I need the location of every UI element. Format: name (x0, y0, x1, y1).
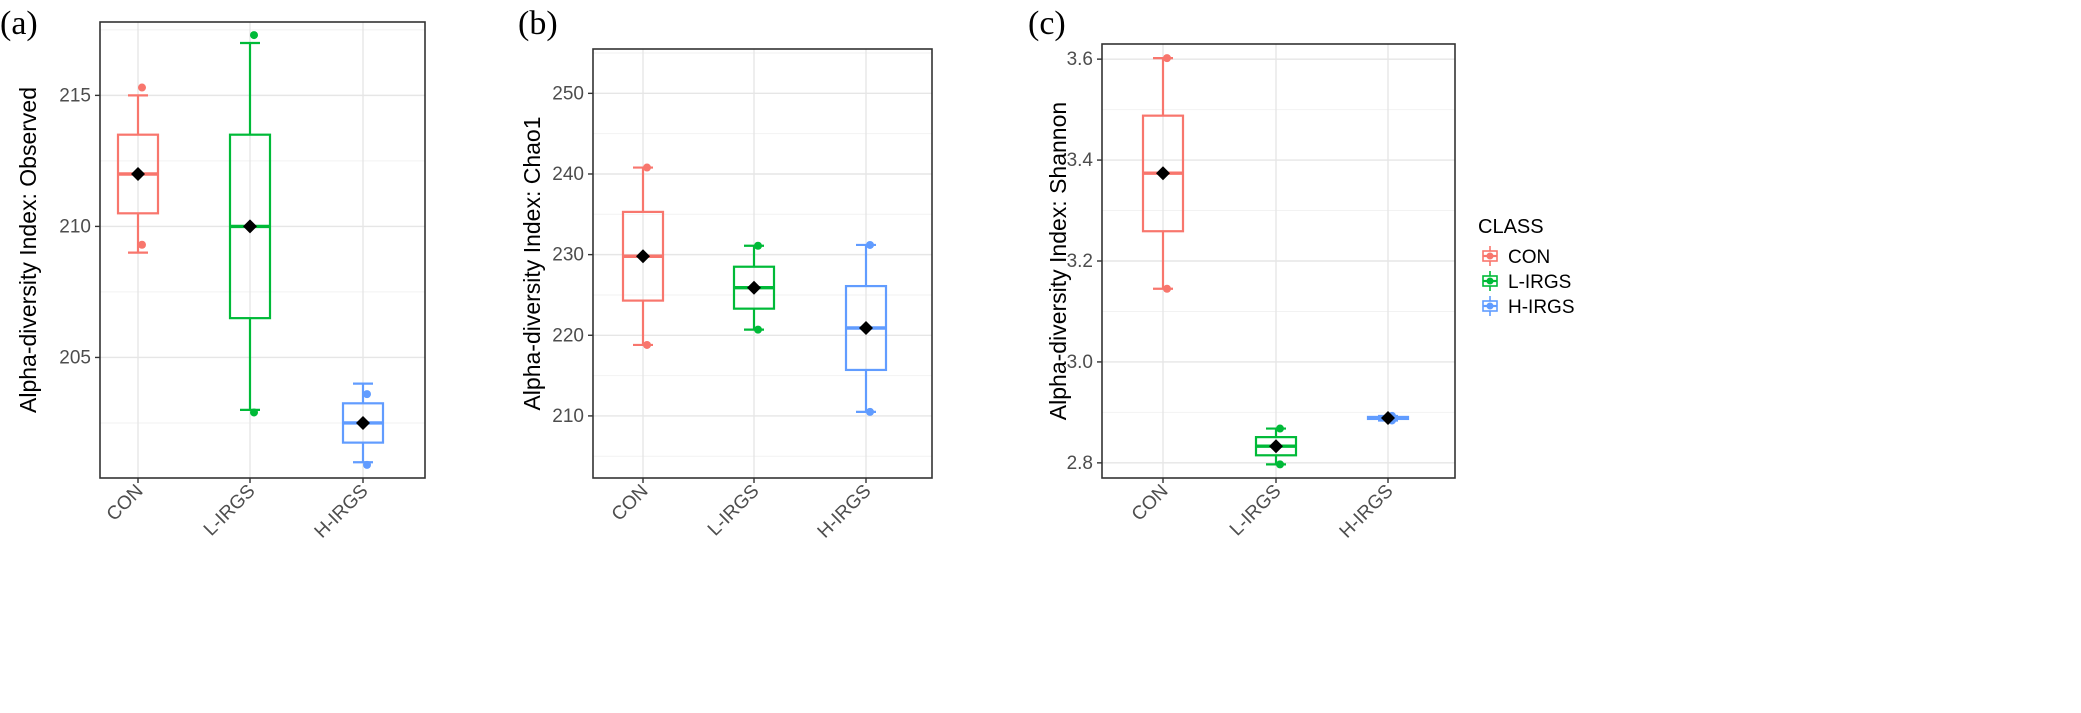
mean-marker (243, 219, 257, 234)
panel-2: (b) 210 220 230 240 250 CON L-IRGS H-IRGS Alpha-d… (518, 5, 933, 543)
box-l-irgs (732, 241, 776, 334)
plot-background (593, 49, 932, 478)
y-tick-label: 205 (59, 347, 91, 368)
legend-key-l-irgs (1482, 271, 1498, 291)
y-tick-label: 240 (552, 164, 584, 185)
mean-marker (1156, 166, 1170, 181)
plot-frame (99, 21, 426, 479)
x-tick-label: CON (1128, 481, 1173, 526)
plot-background (100, 22, 425, 478)
box-con (1141, 54, 1185, 293)
data-point (1163, 284, 1171, 293)
y-tick-label: 220 (552, 325, 584, 346)
data-point (643, 340, 651, 349)
data-point (643, 163, 651, 172)
box-h-irgs (1366, 410, 1410, 425)
y-tick-label: 3.6 (1067, 49, 1093, 70)
y-axis-label: Alpha-diversity Index: Observed (15, 87, 41, 413)
legend-key-point (1486, 302, 1494, 310)
x-tick-label: CON (103, 481, 148, 526)
data-point (250, 31, 258, 40)
y-axis-label: Alpha-diversity Index: Shannon (1045, 102, 1071, 420)
data-point (138, 240, 146, 249)
data-point (866, 240, 874, 249)
box-h-irgs (844, 240, 888, 416)
x-tick-label: L-IRGS (200, 481, 260, 541)
legend-key-con (1482, 246, 1498, 266)
data-point (1163, 54, 1171, 63)
panel-letter: (b) (518, 5, 558, 42)
data-point (754, 325, 762, 334)
box-l-irgs (228, 31, 272, 417)
mean-marker (636, 249, 650, 264)
plot-frame (592, 48, 933, 479)
x-tick-label: L-IRGS (704, 481, 764, 541)
data-point (138, 83, 146, 92)
panel-1: (a) 205 210 215 CON L-IRGS H-IRGS Alpha-diversi… (0, 5, 426, 543)
data-point (1276, 460, 1284, 469)
y-tick-label: 3.2 (1067, 251, 1093, 272)
y-tick-label: 210 (59, 216, 91, 237)
legend-label: CON (1508, 247, 1550, 268)
legend-key-point (1486, 277, 1494, 285)
x-tick-label: CON (608, 481, 653, 526)
legend-label: H-IRGS (1508, 297, 1575, 318)
data-point (250, 408, 258, 417)
mean-marker (1269, 439, 1283, 454)
x-tick-label: L-IRGS (1226, 481, 1286, 541)
data-point (363, 460, 371, 469)
panel-letter: (a) (0, 5, 38, 42)
y-tick-label: 250 (552, 83, 584, 104)
legend-key-point (1486, 252, 1494, 260)
panel-letter: (c) (1028, 5, 1066, 42)
legend-title: CLASS (1478, 216, 1544, 238)
mean-marker (859, 321, 873, 336)
y-tick-label: 230 (552, 245, 584, 266)
y-tick-label: 215 (59, 85, 91, 106)
data-point (363, 390, 371, 399)
box-con (116, 83, 160, 254)
data-point (1276, 424, 1284, 433)
y-tick-label: 210 (552, 406, 584, 427)
legend-key-h-irgs (1482, 296, 1498, 316)
x-tick-label: H-IRGS (1336, 481, 1398, 543)
data-point (866, 407, 874, 416)
y-tick-label: 3.0 (1067, 352, 1093, 373)
y-tick-label: 3.4 (1067, 150, 1094, 171)
y-tick-label: 2.8 (1067, 453, 1093, 474)
box-l-irgs (1254, 424, 1298, 469)
data-point (754, 241, 762, 250)
panel-3: (c) 2.8 3.0 3.2 3.4 3.6 CON L-IRGS H-IRGS Alpha-d… (1028, 5, 1456, 543)
mean-marker (131, 167, 145, 181)
mean-marker (747, 280, 761, 295)
x-tick-label: H-IRGS (814, 481, 876, 543)
x-tick-label: H-IRGS (311, 481, 373, 543)
legend: CLASS CON L-IRGS H-IRGS (1478, 216, 1575, 318)
mean-marker (356, 415, 370, 430)
y-axis-label: Alpha-diversity Index: Chao1 (519, 116, 545, 410)
box-con (621, 163, 665, 349)
mean-marker (1381, 410, 1395, 425)
box-h-irgs (341, 382, 385, 469)
legend-label: L-IRGS (1508, 272, 1571, 293)
